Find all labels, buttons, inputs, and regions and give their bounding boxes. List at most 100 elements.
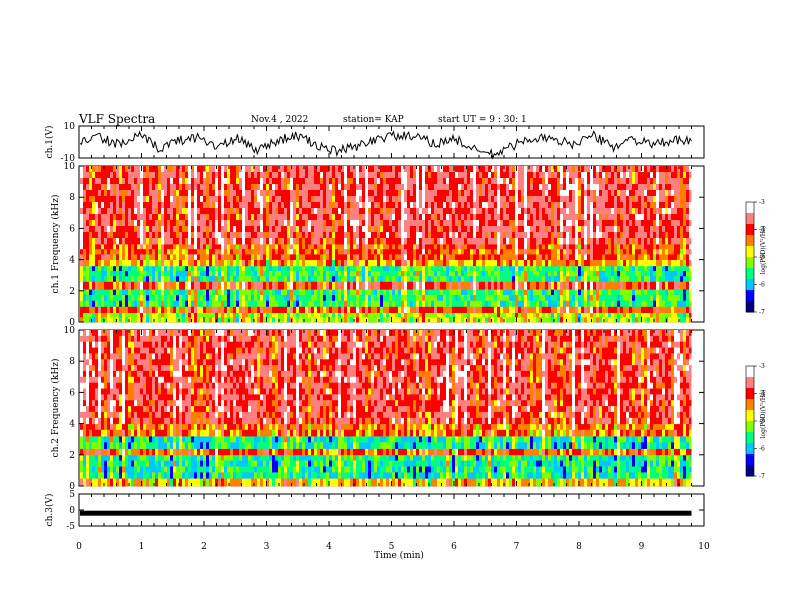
ch1-spectrogram-cell <box>356 166 359 173</box>
ch1-spectrogram-cell <box>356 281 359 290</box>
ch1-spectrogram-cell <box>461 317 464 323</box>
ch1-spectrogram-cell <box>539 312 542 318</box>
ch1-spectrogram-cell <box>569 265 572 272</box>
ch1-spectrogram-cell <box>596 220 599 227</box>
ch1-spectrogram-cell <box>560 306 563 313</box>
ch1-spectrogram-cell <box>248 184 251 191</box>
ch1-spectrogram-cell <box>308 254 311 260</box>
ch1-spectrogram-cell <box>575 295 578 302</box>
ch1-spectrogram-cell <box>134 226 137 233</box>
ch1-spectrogram-cell <box>242 202 245 209</box>
ch1-spectrogram-cell <box>473 226 476 233</box>
ch1-spectrogram-cell <box>368 295 371 302</box>
ch1-spectrogram-cell <box>209 184 212 191</box>
ch1-spectrogram-cell <box>461 220 464 227</box>
ch1-spectrogram-cell <box>503 244 506 250</box>
ch1-spectrogram-cell <box>131 306 134 313</box>
ch1-spectrogram-cell <box>323 259 326 267</box>
ch1-spectrogram-cell <box>218 265 221 272</box>
ch1-spectrogram-cell <box>353 244 356 250</box>
ch1-spectrogram-cell <box>563 172 566 179</box>
ch1-spectrogram-cell <box>503 271 506 277</box>
ch1-spectrogram-cell <box>362 184 365 191</box>
ch1-spectrogram-cell <box>383 190 386 197</box>
ch1-spectrogram-cell <box>398 214 401 221</box>
ch1-spectrogram-cell <box>128 265 131 272</box>
ch1-spectrogram-cell <box>590 249 593 255</box>
ch1-spectrogram-cell <box>320 220 323 227</box>
ch1-spectrogram-cell <box>275 244 278 250</box>
ch1-spectrogram-cell <box>512 276 515 282</box>
ch1-spectrogram-cell <box>98 300 101 307</box>
ch1-spectrogram-cell <box>179 226 182 233</box>
ch1-spectrogram-cell <box>434 244 437 250</box>
figure-title: VLF Spectra <box>78 112 155 126</box>
ch1-spectrogram-cell <box>371 295 374 302</box>
ch1-spectrogram-cell <box>404 306 407 313</box>
ch1-spectrogram-cell <box>545 172 548 179</box>
ch1-spectrogram-cell <box>308 166 311 173</box>
ch1-spectrogram-cell <box>608 306 611 313</box>
ch1-spectrogram-cell <box>296 306 299 313</box>
ch1-spectrogram-cell <box>449 244 452 250</box>
ch1-spectrogram-cell <box>83 214 86 221</box>
ch1-spectrogram-cell <box>227 254 230 260</box>
ch1-spectrogram-cell <box>416 300 419 307</box>
ch1-spectrogram-cell <box>158 295 161 302</box>
ch1-spectrogram-cell <box>464 300 467 307</box>
ch1-spectrogram-cell <box>473 166 476 173</box>
ch1-spectrogram-cell <box>515 289 518 296</box>
ch1-spectrogram-cell <box>287 172 290 179</box>
ch1-spectrogram-cell <box>143 249 146 255</box>
ch1-spectrogram-cell <box>278 295 281 302</box>
ch1-spectrogram-cell <box>422 249 425 255</box>
ch1-spectrogram-cell <box>233 232 236 239</box>
ch1-spectrogram-cell <box>428 300 431 307</box>
ch1-spectrogram-cell <box>155 214 158 221</box>
ch1-spectrogram-cell <box>425 249 428 255</box>
ch1-spectrogram-cell <box>224 190 227 197</box>
ch1-spectrogram-cell <box>383 166 386 173</box>
ch1-spectrogram-cell <box>617 232 620 239</box>
ch1-spectrogram-cell <box>197 196 200 203</box>
ch1-spectrogram-cell <box>404 232 407 239</box>
ch1-spectrogram-cell <box>443 184 446 191</box>
ch1-spectrogram-cell <box>80 289 83 296</box>
ch1-spectrogram-cell <box>377 184 380 191</box>
ch1-spectrogram-cell <box>401 190 404 197</box>
ch1-spectrogram-cell <box>275 232 278 239</box>
ch1-spectrogram-cell <box>317 178 320 185</box>
ch1-spectrogram-cell <box>479 289 482 296</box>
ch1-spectrogram-cell <box>596 259 599 267</box>
ch1-spectrogram-cell <box>437 244 440 250</box>
ch1-spectrogram-cell <box>440 295 443 302</box>
ch1-spectrogram-cell <box>155 249 158 255</box>
ch1-spectrogram-cell <box>518 295 521 302</box>
ch1-spectrogram-cell <box>335 238 338 245</box>
ch1-spectrogram-cell <box>173 254 176 260</box>
ch1-spectrogram-cell <box>497 281 500 290</box>
ch1-spectrogram-cell <box>530 184 533 191</box>
ch1-spectrogram-cell <box>308 312 311 318</box>
ch1-spectrogram-cell <box>401 184 404 191</box>
ch1-spectrogram-cell <box>290 208 293 215</box>
ch1-spectrogram-cell <box>473 271 476 277</box>
ch1-spectrogram-cell <box>431 295 434 302</box>
ch1-spectrogram-cell <box>263 190 266 197</box>
ch1-spectrogram-cell <box>332 276 335 282</box>
ch1-spectrogram-cell <box>617 317 620 323</box>
ch1-spectrogram-cell <box>266 281 269 290</box>
ch1-spectrogram-cell <box>515 276 518 282</box>
ch1-spectrogram-cell <box>311 271 314 277</box>
ch1-spectrogram-cell <box>149 254 152 260</box>
ch1-spectrogram-cell <box>236 312 239 318</box>
ch1-spectrogram-cell <box>353 220 356 227</box>
ch1-spectrogram-cell <box>125 172 128 179</box>
ch1-spectrogram-cell <box>269 202 272 209</box>
ch1-spectrogram-cell <box>338 276 341 282</box>
ch1-spectrogram-cell <box>518 202 521 209</box>
ch1-spectrogram-cell <box>95 276 98 282</box>
ch1-spectrogram-cell <box>146 254 149 260</box>
ch1-spectrogram-cell <box>224 259 227 267</box>
